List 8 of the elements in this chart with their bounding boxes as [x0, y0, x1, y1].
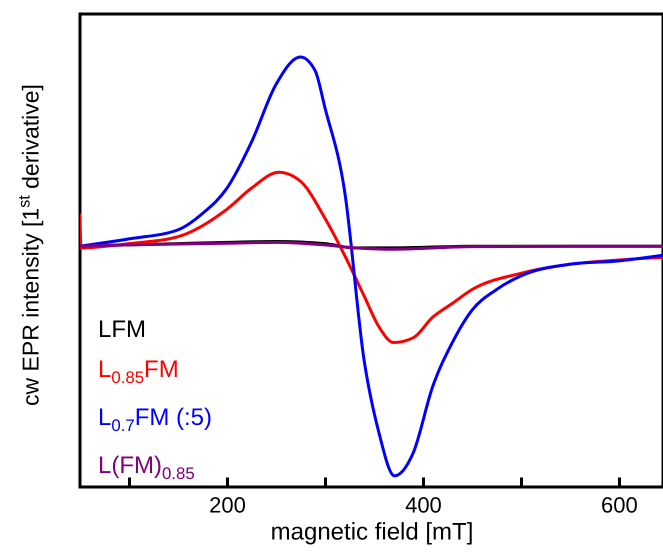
x-tick-label: 600	[601, 492, 638, 518]
x-axis-title: magnetic field [mT]	[270, 518, 474, 546]
text: L$_{0.85}$FM	[98, 355, 180, 389]
x-tick-label: 200	[209, 492, 246, 518]
x-tick-label: 400	[405, 492, 442, 518]
text: LFM	[98, 315, 147, 345]
text: L(FM)$_{0.85}$	[98, 450, 196, 484]
text: L$_{0.7}$FM (:5)	[98, 402, 212, 437]
